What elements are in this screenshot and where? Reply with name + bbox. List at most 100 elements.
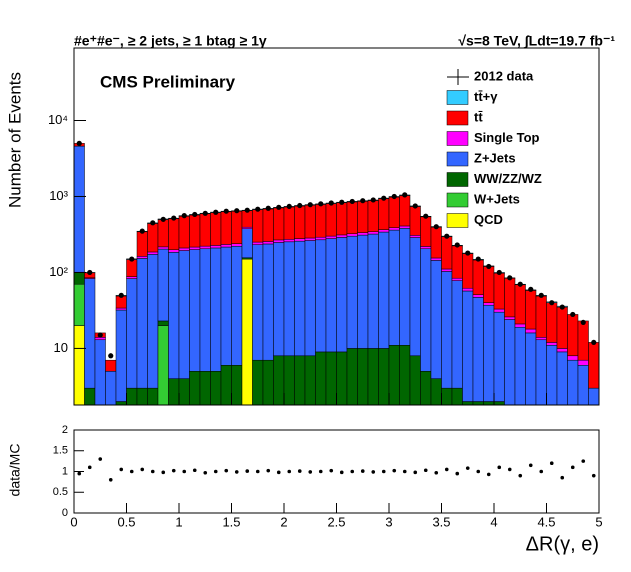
bar-segment (74, 272, 85, 285)
bar-segment (399, 225, 411, 229)
data-point (433, 224, 439, 230)
bar-segment (136, 256, 148, 259)
bar-segment (252, 244, 264, 361)
bar-segment (283, 206, 295, 240)
bar-segment (388, 229, 400, 346)
bar-segment (115, 307, 127, 311)
ratio-point (455, 471, 460, 476)
bar-segment (294, 238, 306, 242)
data-point (150, 220, 156, 226)
data-point (192, 211, 198, 218)
ratio-point (528, 463, 533, 468)
data-point (171, 215, 177, 221)
ratio-point (213, 469, 218, 474)
bar-segment (420, 216, 432, 247)
bar-segment (115, 309, 127, 402)
bar-segment (378, 231, 390, 349)
ratio-point (129, 469, 134, 474)
legend-swatch (446, 172, 469, 187)
bar-segment (357, 201, 369, 233)
bar-segment (567, 355, 579, 361)
legend-swatch (446, 192, 469, 208)
bar-segment (231, 210, 243, 244)
bar-segment (441, 236, 453, 270)
bar-segment (399, 195, 411, 227)
ratio-point (318, 469, 323, 474)
ratio-point (297, 469, 302, 473)
data-point (108, 353, 114, 359)
x-tick-label: 2 (280, 514, 287, 529)
bar-segment (231, 243, 243, 247)
data-point (528, 286, 534, 292)
bar-segment (294, 240, 306, 357)
data-point (591, 339, 597, 346)
bar-segment (168, 218, 180, 250)
bar-segment (504, 277, 516, 318)
bar-segment (346, 235, 358, 349)
ratio-point (507, 467, 512, 472)
bar-segment (483, 305, 495, 402)
ratio-point (381, 469, 386, 474)
bar-segment (367, 200, 379, 232)
bar-segment (462, 253, 474, 289)
data-point (465, 250, 471, 256)
ratio-point (171, 468, 176, 473)
legend-swatch (446, 151, 469, 167)
data-point (549, 300, 555, 306)
x-tick-label: 5 (595, 514, 602, 529)
bar-segment (178, 215, 190, 249)
bar-segment (493, 311, 505, 402)
bar-segment (546, 302, 558, 343)
ratio-point (255, 469, 260, 474)
ratio-y-tick-label: 1 (62, 465, 68, 477)
bar-segment (546, 342, 558, 346)
bar-segment (514, 284, 526, 325)
bar-segment (514, 323, 526, 328)
bar-segment (283, 241, 295, 357)
legend-swatch (446, 213, 469, 228)
data-point (444, 233, 450, 239)
x-tick-label: 1.5 (222, 514, 240, 529)
legend-label: tt̄+γ (474, 89, 498, 104)
data-point (276, 204, 282, 210)
data-point (454, 242, 460, 248)
bar-segment (577, 359, 589, 366)
data-point (423, 213, 429, 219)
bar-segment (378, 198, 390, 230)
bar-segment (441, 271, 453, 389)
ratio-point (350, 469, 355, 474)
ratio-point (203, 470, 208, 475)
bar-segment (556, 306, 568, 349)
legend-label: tt̄ (474, 109, 483, 124)
ratio-point (98, 457, 103, 461)
y-tick-label: 10² (49, 264, 68, 279)
ratio-point (444, 467, 449, 472)
bar-segment (241, 210, 253, 228)
ratio-point (371, 470, 376, 474)
data-point (570, 311, 576, 318)
x-tick-label: 4.5 (537, 514, 555, 529)
x-tick-label: 4 (490, 514, 497, 529)
bar-segment (325, 238, 337, 353)
bar-segment (273, 242, 285, 357)
data-point (255, 206, 261, 212)
bar-segment (199, 213, 211, 247)
ratio-point (549, 461, 554, 466)
bar-segment (420, 248, 432, 372)
data-point (486, 263, 492, 270)
legend-swatch (446, 110, 469, 126)
bar-segment (472, 294, 484, 298)
ratio-point (339, 470, 344, 475)
bar-segment (262, 243, 274, 361)
data-point (76, 140, 82, 146)
data-point (538, 292, 544, 298)
bar-segment (336, 234, 348, 238)
x-tick-label: 1 (175, 514, 182, 529)
ratio-point (245, 469, 250, 473)
bar-segment (178, 250, 190, 379)
legend-label: Single Top (474, 130, 540, 145)
bar-segment (430, 226, 442, 259)
x-tick-label: 2.5 (327, 514, 345, 529)
data-point (360, 198, 366, 204)
bar-segment (189, 214, 201, 248)
